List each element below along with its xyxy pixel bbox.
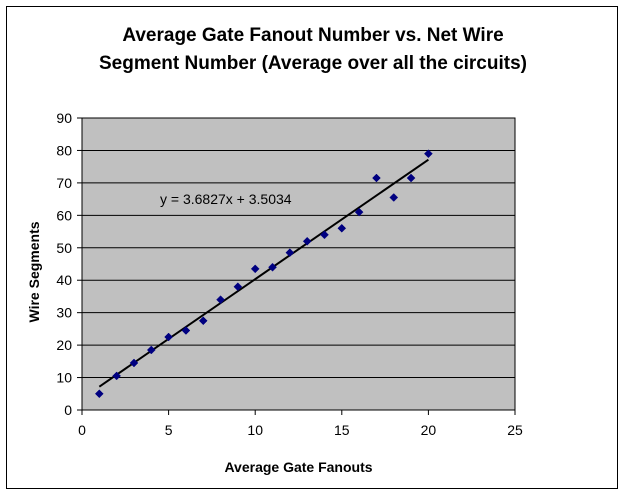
data-point	[285, 248, 295, 257]
y-tick-label-9: 90	[56, 110, 72, 126]
chart-title-line-1: Average Gate Fanout Number vs. Net Wire	[122, 25, 503, 46]
data-point	[94, 389, 104, 399]
x-tick-label-2: 10	[247, 422, 263, 438]
y-tick-label-8: 80	[56, 142, 72, 158]
data-point	[320, 230, 329, 240]
y-tick-label-2: 20	[56, 337, 72, 353]
y-tick-label-4: 40	[56, 272, 72, 288]
data-point	[372, 173, 381, 183]
data-point	[198, 316, 208, 326]
scatter-chart: Average Gate Fanout Number vs. Net Wire …	[26, 25, 527, 475]
data-point	[406, 173, 416, 183]
x-tick-label-3: 15	[334, 422, 350, 438]
data-point	[112, 371, 121, 381]
data-point	[337, 223, 347, 233]
data-points	[94, 149, 433, 399]
x-tick-label-0: 0	[78, 422, 86, 438]
chart-title-line-2: Segment Number (Average over all the cir…	[99, 53, 527, 74]
data-point	[233, 282, 243, 292]
x-tick-label-1: 5	[165, 422, 173, 438]
plot-area	[81, 117, 516, 411]
y-tick-label-1: 10	[56, 370, 72, 386]
y-tick-label-6: 60	[56, 207, 72, 223]
x-tick-label-5: 25	[507, 422, 523, 438]
data-point	[424, 149, 433, 159]
y-axis-label: Wire Segments	[26, 221, 42, 322]
x-tick-label-4: 20	[421, 422, 437, 438]
y-tick-label-3: 30	[56, 305, 72, 321]
data-point	[216, 295, 225, 305]
y-tick-label-7: 70	[56, 175, 72, 191]
data-point	[164, 332, 173, 342]
data-point	[389, 193, 399, 202]
y-tick-label-0: 0	[64, 402, 72, 418]
tick-labels: 0 10 20 30 40 50 60 70 80 90 0 5 10 15 20 25	[56, 110, 523, 438]
data-point	[354, 207, 364, 217]
chart-frame: Average Gate Fanout Number vs. Net Wire …	[6, 6, 618, 489]
axes	[77, 117, 516, 415]
data-point	[146, 345, 156, 355]
y-tick-label-5: 50	[56, 240, 72, 256]
data-point	[250, 264, 260, 274]
trendline-equation: y = 3.6827x + 3.5034	[160, 191, 292, 207]
data-point	[302, 236, 312, 246]
x-axis-label: Average Gate Fanouts	[224, 459, 372, 475]
data-point	[268, 262, 277, 272]
data-point	[181, 326, 191, 335]
grid-lines	[82, 117, 515, 379]
data-point	[129, 358, 139, 368]
